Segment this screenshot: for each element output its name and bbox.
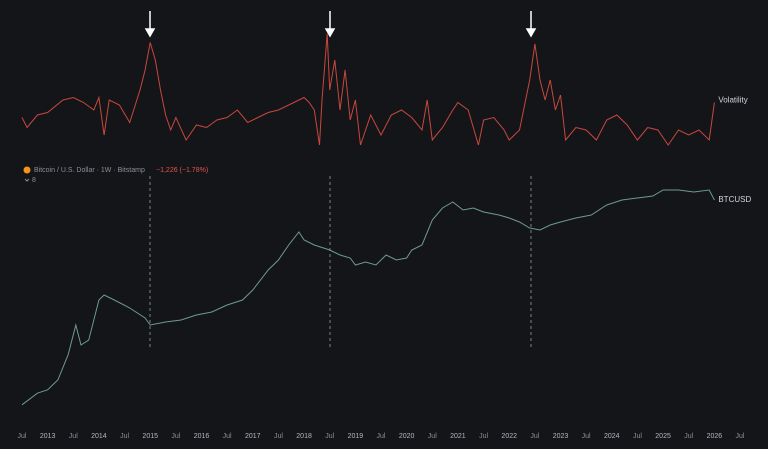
x-tick-label: Jul [325,433,334,440]
x-tick-label: Jul [479,433,488,440]
x-tick-label: Jul [736,433,745,440]
x-tick-label: 2019 [348,433,364,440]
x-tick-label: 2026 [707,433,723,440]
dashed-markers [149,176,532,348]
price-change: −1,226 (−1.78%) [156,167,208,174]
x-tick-label: 2021 [450,433,466,440]
x-tick-label: 2025 [655,433,671,440]
x-tick-label: 2018 [296,433,312,440]
x-tick-label: 2017 [245,433,261,440]
arrow-head [525,28,537,38]
x-tick-label: Jul [120,433,129,440]
arrows [144,11,537,38]
series-label: BTCUSD [718,195,751,204]
x-tick-label: 2024 [604,433,620,440]
x-tick-label: Jul [69,433,78,440]
chart-title: Bitcoin / U.S. Dollar · 1W · Bitstamp [34,167,145,174]
x-tick-label: 2014 [91,433,107,440]
x-tick-label: Jul [530,433,539,440]
x-tick-label: Jul [18,433,27,440]
x-tick-label: 2023 [553,433,569,440]
series-label: Volatility [718,96,747,105]
x-tick-label: Jul [428,433,437,440]
arrow-head [144,28,156,38]
indicator-count[interactable]: 8 [32,177,36,184]
x-tick-label: 2015 [142,433,158,440]
x-tick-label: Jul [684,433,693,440]
x-tick-label: Jul [171,433,180,440]
x-tick-label: Jul [223,433,232,440]
symbol-icon [23,166,31,174]
x-tick-label: Jul [582,433,591,440]
x-tick-label: 2022 [501,433,517,440]
series-line [21,189,715,406]
arrow-head [324,28,336,38]
x-tick-label: 2013 [40,433,56,440]
collapse-chevron[interactable] [24,178,30,182]
series-line [21,33,715,146]
x-tick-label: Jul [633,433,642,440]
x-tick-label: Jul [274,433,283,440]
x-tick-label: 2020 [399,433,415,440]
x-tick-label: Jul [377,433,386,440]
x-tick-label: 2016 [194,433,210,440]
